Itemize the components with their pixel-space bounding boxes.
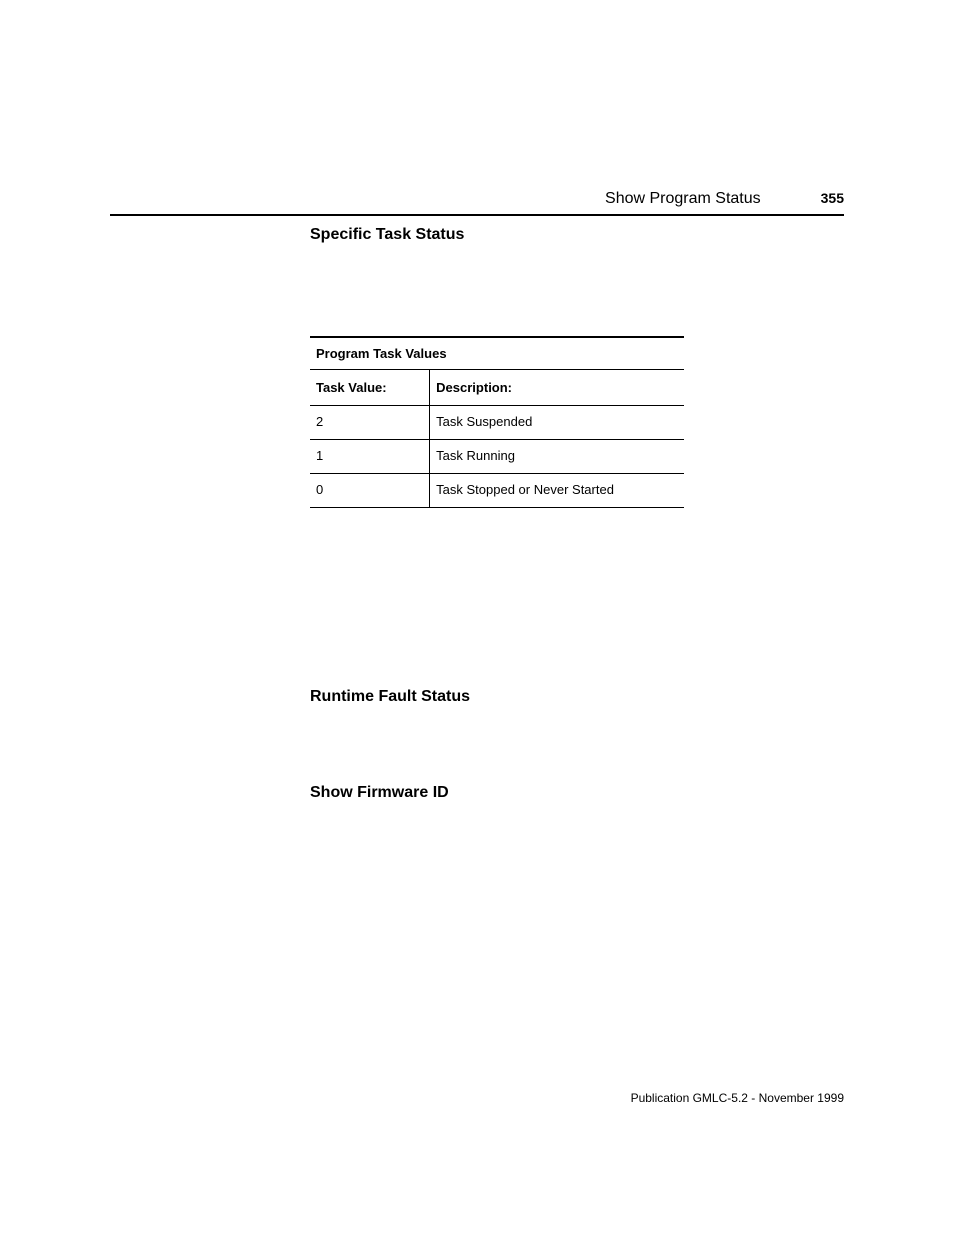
table-header-description: Description: (430, 370, 684, 406)
table-cell-description: Task Running (430, 440, 684, 474)
table-cell-description: Task Stopped or Never Started (430, 474, 684, 508)
header-rule (110, 214, 844, 216)
spacer (310, 714, 684, 784)
table-cell-task-value: 1 (310, 440, 430, 474)
table-row: 1 Task Running (310, 440, 684, 474)
section-heading-runtime-fault-status: Runtime Fault Status (310, 688, 684, 706)
page-footer: Publication GMLC-5.2 - November 1999 (631, 1091, 844, 1105)
table-header-row: Task Value: Description: (310, 370, 684, 406)
program-task-values-table: Program Task Values Task Value: Descript… (310, 336, 684, 508)
table-row: 2 Task Suspended (310, 406, 684, 440)
header-top: Show Program Status 355 (110, 190, 844, 214)
table-cell-task-value: 2 (310, 406, 430, 440)
section-heading-specific-task-status: Specific Task Status (310, 226, 684, 244)
page-header: Show Program Status 355 (110, 190, 844, 216)
table-title-row: Program Task Values (310, 337, 684, 370)
page-number: 355 (821, 190, 844, 206)
content-area: Specific Task Status Program Task Values… (310, 226, 684, 810)
spacer (310, 508, 684, 688)
page: Show Program Status 355 Specific Task St… (0, 0, 954, 1235)
table-cell-description: Task Suspended (430, 406, 684, 440)
spacer (310, 252, 684, 336)
table-header-task-value: Task Value: (310, 370, 430, 406)
section-heading-show-firmware-id: Show Firmware ID (310, 784, 684, 802)
running-head: Show Program Status (605, 190, 761, 208)
table-title: Program Task Values (310, 337, 684, 370)
table-cell-task-value: 0 (310, 474, 430, 508)
table-row: 0 Task Stopped or Never Started (310, 474, 684, 508)
